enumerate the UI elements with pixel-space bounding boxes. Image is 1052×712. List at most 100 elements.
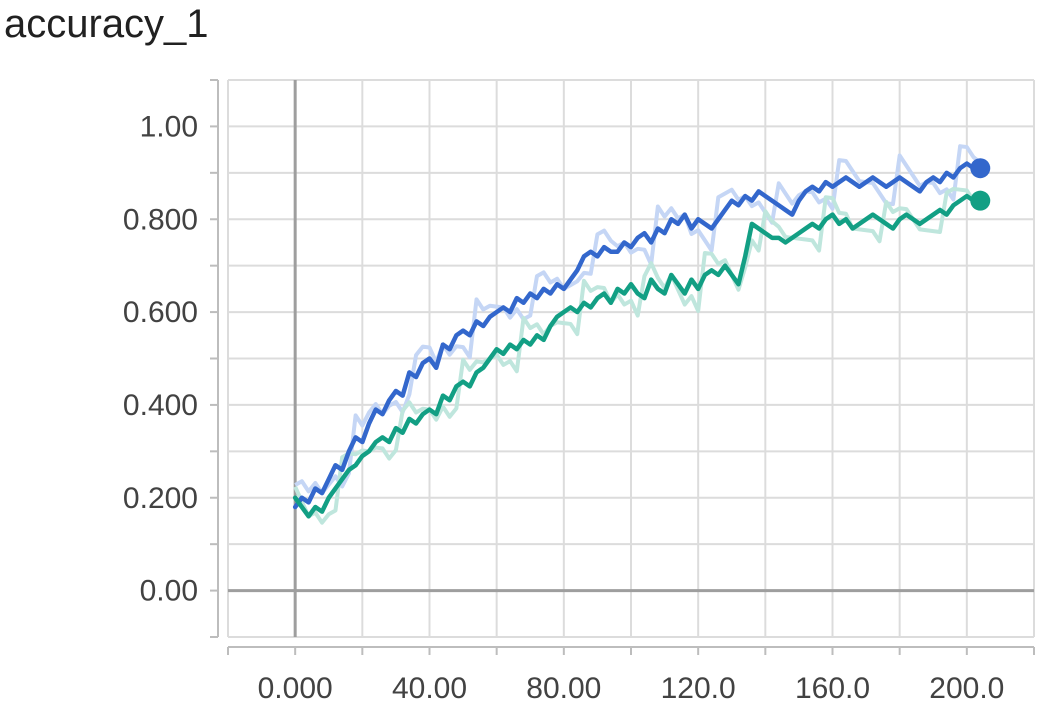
data-point — [583, 302, 585, 304]
raw-series — [293, 144, 982, 525]
data-point — [489, 357, 491, 360]
data-point — [724, 264, 726, 267]
data-point — [321, 510, 323, 513]
data-point — [314, 487, 317, 490]
data-point — [361, 455, 364, 457]
data-point — [348, 450, 350, 453]
data-point — [751, 199, 753, 202]
data-point — [704, 274, 706, 276]
data-point — [717, 218, 720, 221]
data-point — [327, 496, 330, 499]
data-point — [683, 213, 686, 216]
data-point — [777, 204, 780, 207]
data-point — [428, 357, 431, 360]
data-point — [381, 436, 384, 439]
data-point — [811, 185, 814, 188]
data-point — [845, 176, 847, 179]
data-point — [851, 227, 854, 230]
axes — [210, 79, 1035, 655]
data-point — [596, 297, 599, 299]
data-point — [307, 501, 310, 504]
y-tick-label: 0.200 — [123, 482, 198, 515]
data-point — [616, 288, 619, 290]
data-point — [516, 297, 518, 299]
data-point — [764, 232, 767, 234]
data-point — [912, 185, 914, 188]
data-point — [529, 343, 532, 346]
data-point — [636, 292, 639, 295]
data-point — [824, 181, 827, 183]
data-point — [959, 199, 961, 202]
data-point — [482, 366, 485, 369]
data-point — [448, 348, 451, 351]
data-point — [932, 176, 935, 179]
data-point — [462, 329, 464, 332]
data-point — [650, 278, 652, 281]
data-point — [388, 441, 391, 443]
data-point — [455, 334, 458, 337]
data-point — [791, 213, 793, 216]
y-tick-label: 0.400 — [123, 389, 198, 422]
data-point — [932, 213, 935, 216]
data-point — [744, 195, 746, 197]
data-point — [569, 306, 572, 309]
data-point — [556, 283, 558, 286]
data-point — [845, 218, 847, 221]
data-point — [771, 199, 773, 202]
data-point — [757, 227, 760, 230]
data-point — [623, 292, 626, 295]
data-point — [448, 399, 451, 402]
data-point — [757, 190, 760, 193]
data-point — [495, 311, 498, 313]
tick-labels: 0.00 0.200 0.400 0.600 0.800 1.00 0.000 40.00 80… — [123, 110, 1004, 705]
data-point — [798, 232, 800, 234]
data-point — [401, 394, 404, 397]
data-point — [730, 274, 733, 276]
data-point — [294, 506, 296, 508]
data-point — [663, 292, 666, 295]
data-point — [710, 269, 713, 272]
x-tick-label: 80.00 — [526, 672, 601, 705]
data-point — [643, 297, 646, 299]
y-tick-label: 1.00 — [140, 110, 198, 143]
data-point — [589, 306, 592, 309]
data-point — [502, 353, 505, 355]
data-point — [704, 223, 706, 225]
data-point — [630, 246, 632, 248]
x-tick-label: 0.000 — [258, 672, 333, 705]
data-point — [408, 371, 411, 374]
data-point — [751, 223, 753, 225]
data-point — [966, 162, 968, 165]
data-point — [542, 339, 545, 341]
data-point — [475, 371, 478, 374]
data-point — [643, 232, 646, 234]
chart-title: accuracy_1 — [4, 2, 209, 46]
data-point — [401, 431, 404, 434]
data-point — [616, 250, 619, 253]
data-point — [945, 213, 948, 216]
data-point — [798, 199, 800, 202]
data-point — [838, 181, 841, 183]
data-point — [939, 209, 941, 211]
data-point — [563, 288, 565, 290]
data-point — [589, 250, 592, 253]
data-point — [563, 311, 565, 313]
data-point — [630, 283, 632, 286]
data-point — [610, 250, 612, 253]
data-point — [858, 185, 861, 188]
data-point — [469, 334, 471, 337]
data-point — [905, 213, 908, 216]
data-point — [690, 278, 693, 281]
data-point — [408, 418, 411, 420]
data-point — [569, 278, 572, 281]
data-point — [435, 413, 438, 416]
data-point — [314, 506, 317, 508]
data-point — [334, 464, 337, 467]
data-point — [610, 302, 612, 304]
data-point — [301, 496, 303, 499]
grid — [227, 79, 1035, 638]
data-point — [421, 413, 424, 416]
data-point — [469, 385, 471, 388]
data-point — [865, 181, 867, 183]
data-point — [415, 422, 417, 425]
